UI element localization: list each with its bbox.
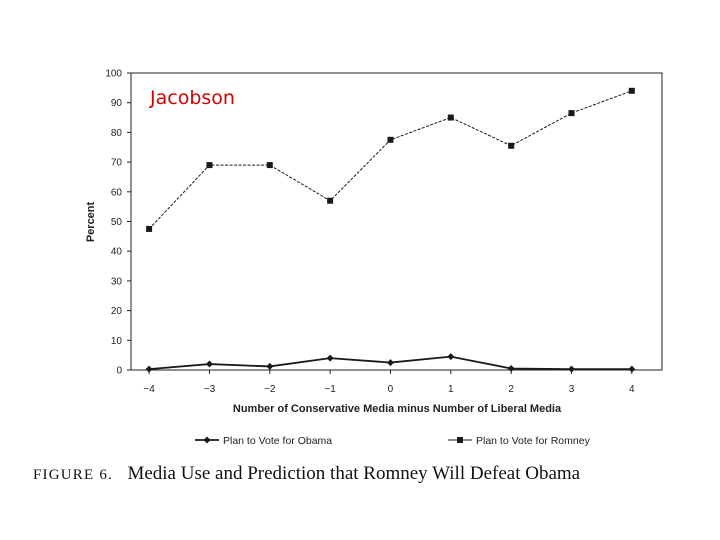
caption-text: Media Use and Prediction that Romney Wil…	[127, 463, 580, 484]
data-point-romney	[568, 110, 575, 117]
data-point-obama	[326, 354, 334, 362]
y-tick-label: 10	[111, 336, 123, 347]
x-tick-label: 3	[569, 384, 575, 395]
y-tick-label: 20	[111, 306, 123, 317]
x-tick-label: −3	[204, 384, 216, 395]
y-tick-label: 30	[111, 276, 123, 287]
series-layer	[145, 87, 636, 373]
data-point-obama	[447, 353, 455, 361]
legend-label-obama: Plan to Vote for Obama	[223, 435, 332, 447]
series-romney	[146, 87, 635, 232]
y-tick-label: 50	[111, 217, 123, 228]
plot-frame	[130, 72, 663, 371]
y-tick-label: 60	[111, 187, 123, 198]
data-point-romney	[447, 114, 454, 121]
slide-label: Jacobson	[149, 87, 235, 109]
x-axis-title: Number of Conservative Media minus Numbe…	[233, 403, 562, 415]
series-line-romney	[148, 90, 633, 230]
x-tick-label: −1	[324, 384, 336, 395]
series-obama	[145, 353, 636, 373]
figure-caption: FIGURE 6. Media Use and Prediction that …	[33, 463, 581, 484]
data-point-obama	[567, 365, 575, 373]
data-point-obama	[266, 362, 274, 370]
y-tick-label: 0	[116, 366, 122, 377]
legend: Plan to Vote for Obama Plan to Vote for R…	[195, 435, 591, 447]
data-point-obama	[145, 365, 153, 373]
data-point-obama	[507, 365, 515, 373]
data-point-obama	[628, 365, 636, 373]
data-point-romney	[266, 162, 273, 169]
y-axis-title: Percent	[85, 201, 97, 242]
y-tick-label: 100	[105, 69, 122, 80]
data-point-romney	[327, 197, 334, 204]
x-tick-label: 4	[629, 384, 635, 395]
y-tick-label: 70	[111, 158, 123, 169]
legend-marker-romney	[457, 437, 463, 443]
y-tick-label: 80	[111, 128, 123, 139]
data-point-romney	[146, 225, 153, 232]
legend-marker-obama	[203, 436, 211, 444]
x-tick-label: −2	[264, 384, 276, 395]
caption-prefix: FIGURE 6.	[33, 467, 113, 483]
x-tick-label: 1	[448, 384, 454, 395]
data-point-romney	[387, 136, 394, 143]
data-point-romney	[206, 162, 213, 169]
y-tick-label: 40	[111, 247, 123, 258]
x-axis: −4 −3 −2 −1 0 1 2 3 4	[143, 370, 635, 395]
data-point-romney	[628, 87, 635, 94]
x-tick-label: −4	[143, 384, 155, 395]
data-point-obama	[205, 360, 213, 368]
y-axis: 0 10 20 30 40 50 60 70 80 90 100	[105, 69, 131, 377]
y-tick-label: 90	[111, 98, 123, 109]
x-tick-label: 0	[388, 384, 394, 395]
legend-label-romney: Plan to Vote for Romney	[476, 435, 591, 447]
x-tick-label: 2	[508, 384, 514, 395]
data-point-obama	[386, 359, 394, 367]
data-point-romney	[508, 142, 515, 149]
